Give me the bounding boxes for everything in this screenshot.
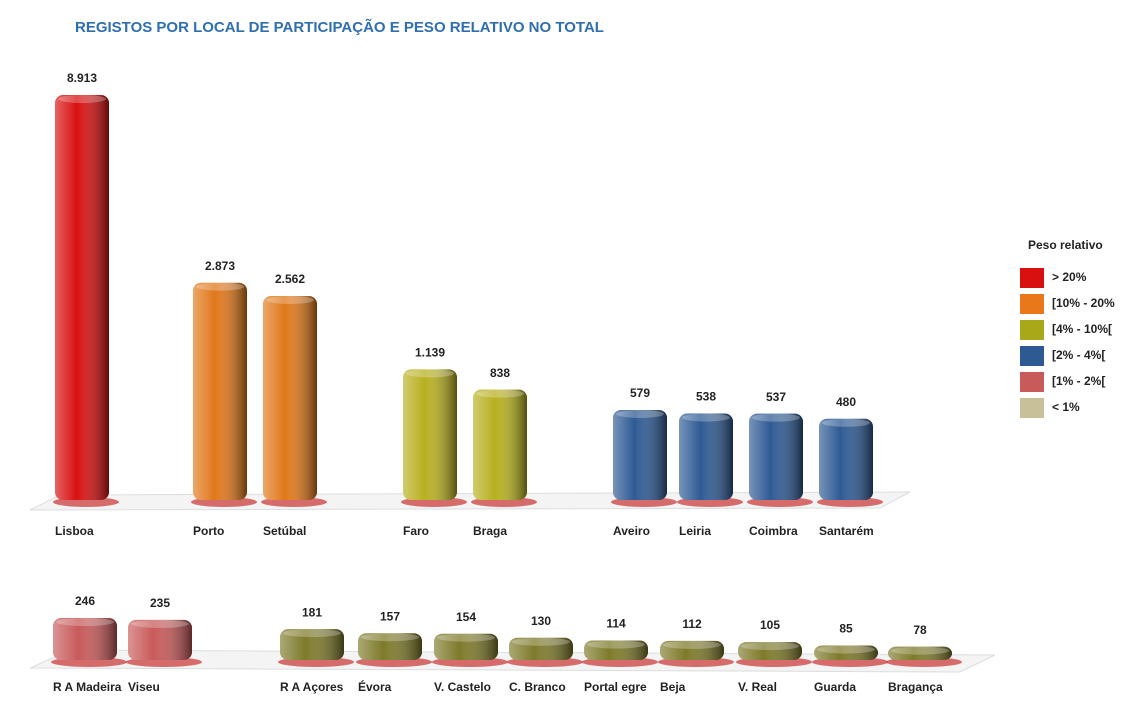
- value-label: 246: [75, 594, 95, 608]
- bar-top: [131, 619, 189, 628]
- value-label: 78: [913, 623, 927, 637]
- x-tick-label: Bragança: [888, 680, 943, 694]
- value-label: 112: [682, 617, 702, 631]
- value-label: 154: [456, 610, 476, 624]
- bar-shade: [403, 369, 457, 500]
- x-tick-label: V. Castelo: [434, 680, 491, 694]
- x-tick-label: Guarda: [814, 680, 856, 694]
- bar-shade: [280, 629, 344, 660]
- x-tick-label: Faro: [403, 524, 429, 538]
- x-tick-label: Viseu: [128, 680, 160, 694]
- bar-top: [361, 633, 419, 642]
- legend-title: Peso relativo: [1028, 238, 1103, 252]
- legend-label: [10% - 20%: [1052, 296, 1115, 310]
- x-tick-label: Leiria: [679, 524, 711, 538]
- legend-label: [1% - 2%[: [1052, 374, 1105, 388]
- value-label: 157: [380, 609, 400, 623]
- value-label: 114: [606, 617, 626, 631]
- x-tick-label: Portal egre: [584, 680, 647, 694]
- bar-shade: [473, 389, 527, 500]
- legend-swatch: [1020, 398, 1044, 418]
- bar-shade: [738, 642, 802, 660]
- legend-swatch: [1020, 268, 1044, 288]
- bar-top: [476, 389, 524, 398]
- value-label: 8.913: [67, 71, 97, 85]
- bar-top: [752, 413, 800, 422]
- bar-top: [616, 409, 664, 418]
- x-tick-label: Porto: [193, 524, 224, 538]
- x-tick-label: Setúbal: [263, 524, 306, 538]
- legend-swatch: [1020, 372, 1044, 392]
- value-label: 105: [760, 618, 780, 632]
- bar-shade: [263, 295, 317, 500]
- bar-shade: [749, 413, 803, 500]
- value-label: 235: [150, 596, 170, 610]
- legend-swatch: [1020, 346, 1044, 366]
- bar-shade: [660, 640, 724, 660]
- bar-shade: [53, 618, 117, 660]
- bar-shade: [819, 418, 873, 500]
- x-tick-label: Aveiro: [613, 524, 650, 538]
- bar-top: [682, 413, 730, 422]
- bar-shade: [55, 95, 109, 500]
- x-tick-label: Lisboa: [55, 524, 94, 538]
- legend-swatch: [1020, 294, 1044, 314]
- bar-top: [266, 295, 314, 304]
- legend-label: < 1%: [1052, 400, 1080, 414]
- x-tick-label: C. Branco: [509, 680, 566, 694]
- value-label: 838: [490, 366, 510, 380]
- bar-top: [663, 640, 721, 649]
- x-tick-label: V. Real: [738, 680, 777, 694]
- value-label: 2.873: [205, 259, 235, 273]
- bar-top: [512, 637, 570, 646]
- legend-swatch: [1020, 320, 1044, 340]
- value-label: 480: [836, 395, 856, 409]
- bar-shade: [814, 645, 878, 660]
- bar-top: [56, 618, 114, 626]
- bar-shade: [888, 646, 952, 660]
- value-label: 1.139: [415, 346, 445, 360]
- bar-top: [196, 282, 244, 291]
- chart-title: REGISTOS POR LOCAL DE PARTICIPAÇÃO E PES…: [75, 18, 604, 36]
- bar-top: [822, 418, 870, 427]
- bar-shade: [584, 640, 648, 660]
- bar-shade: [613, 409, 667, 500]
- bar-shade: [679, 413, 733, 500]
- value-label: 538: [696, 390, 716, 404]
- bar-top: [437, 633, 495, 642]
- bar-shade: [358, 633, 422, 660]
- bar-top: [741, 642, 799, 651]
- x-tick-label: Santarém: [819, 524, 874, 538]
- bar-top: [587, 640, 645, 649]
- bar-top: [817, 645, 875, 654]
- x-tick-label: Évora: [358, 679, 392, 694]
- bar-shade: [509, 637, 573, 660]
- legend-label: [4% - 10%[: [1052, 322, 1112, 336]
- value-label: 537: [766, 390, 786, 404]
- value-label: 2.562: [275, 272, 305, 286]
- bar-shade: [128, 619, 192, 660]
- bar-shade: [193, 282, 247, 500]
- bar-shade: [434, 633, 498, 660]
- value-label: 130: [531, 614, 551, 628]
- bar-top: [58, 95, 106, 103]
- bar-top: [406, 369, 454, 378]
- legend-label: > 20%: [1052, 270, 1087, 284]
- x-tick-label: Beja: [660, 680, 686, 694]
- bar-top: [283, 629, 341, 638]
- x-tick-label: R A Madeira: [53, 680, 122, 694]
- x-tick-label: R A Açores: [280, 680, 344, 694]
- value-label: 85: [839, 622, 853, 636]
- bar-top: [891, 646, 949, 655]
- value-label: 181: [302, 605, 322, 619]
- x-tick-label: Coimbra: [749, 524, 798, 538]
- legend-label: [2% - 4%[: [1052, 348, 1105, 362]
- value-label: 579: [630, 386, 650, 400]
- x-tick-label: Braga: [473, 524, 507, 538]
